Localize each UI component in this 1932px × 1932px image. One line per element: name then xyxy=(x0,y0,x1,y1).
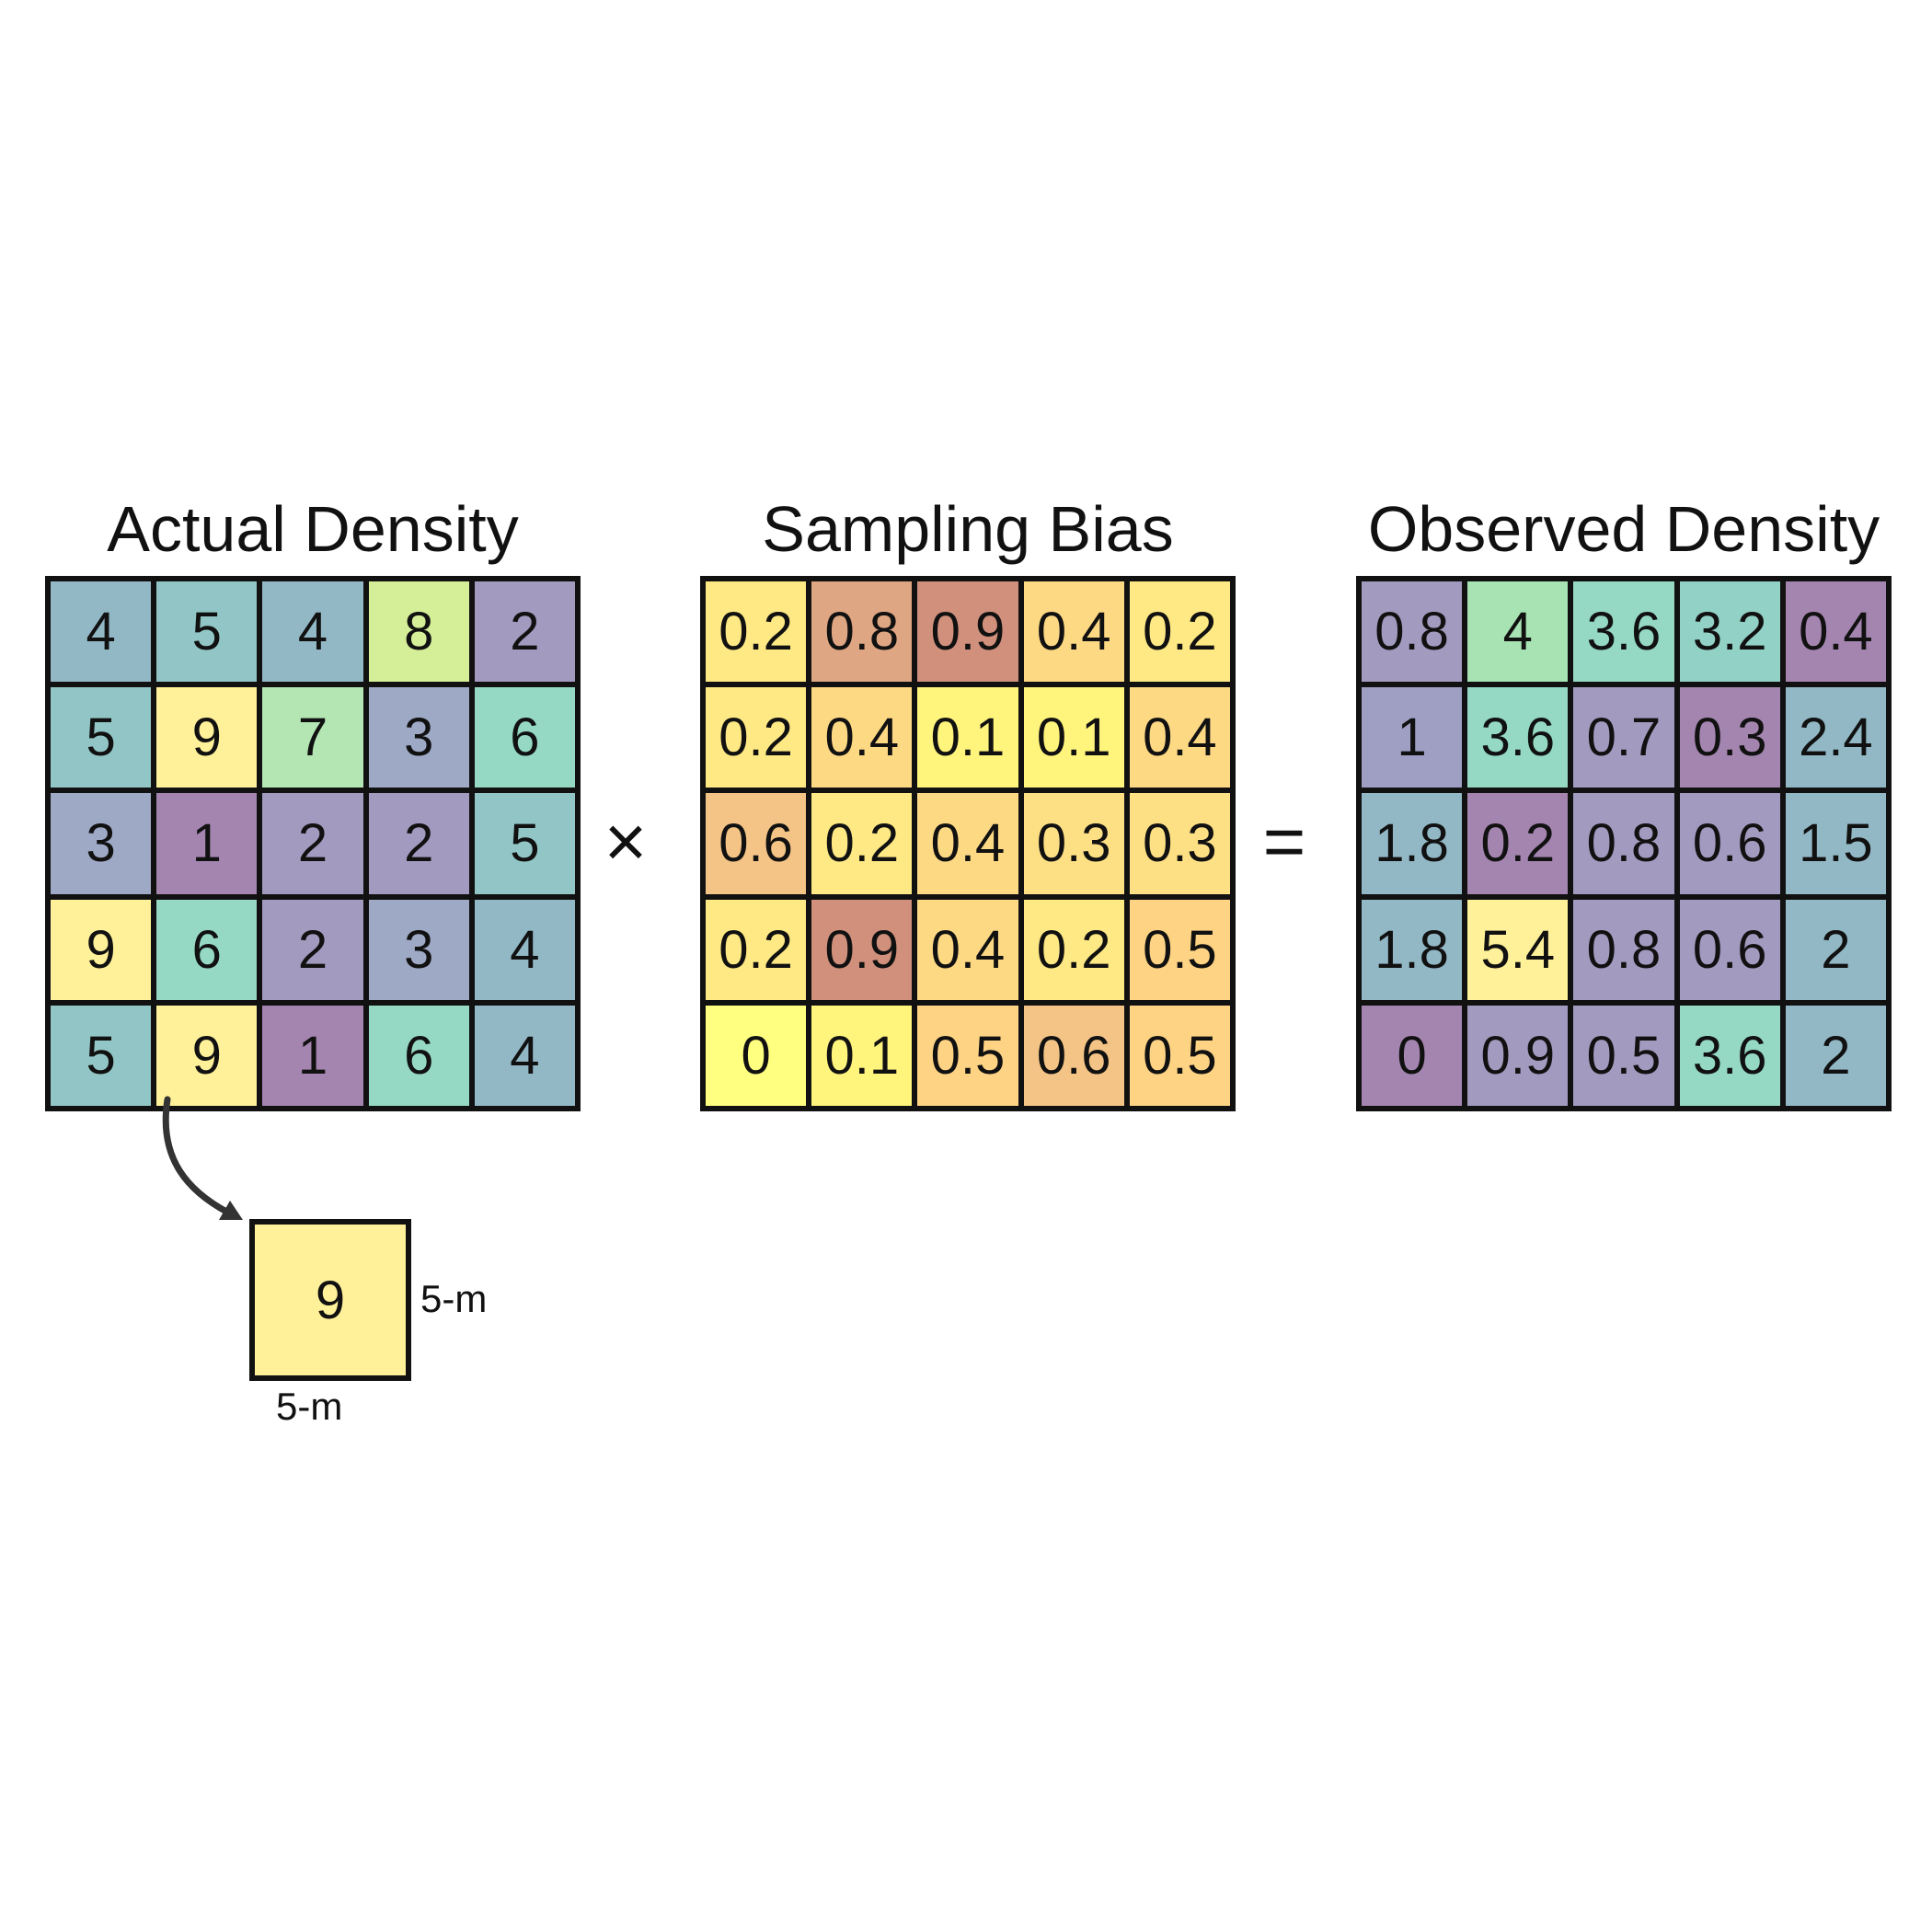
sampling-bias-cell: 0.3 xyxy=(1129,793,1230,894)
actual-density-cell: 9 xyxy=(156,1005,258,1106)
observed-density-cell: 0.5 xyxy=(1573,1005,1674,1106)
observed-density-title: Observed Density xyxy=(1367,493,1880,565)
actual-density-cell: 5 xyxy=(474,793,575,894)
actual-density-cell: 8 xyxy=(368,581,469,683)
observed-density-cell: 1.8 xyxy=(1362,793,1463,894)
sampling-bias-cell: 0.5 xyxy=(917,1005,1018,1106)
observed-density-cell: 4 xyxy=(1467,581,1569,683)
inset-cell: 9 xyxy=(249,1219,411,1381)
sampling-bias-cell: 0.5 xyxy=(1129,1005,1230,1106)
actual-density-cell: 2 xyxy=(262,899,363,1000)
observed-density-cell: 3.6 xyxy=(1573,581,1674,683)
actual-density-cell: 4 xyxy=(474,899,575,1000)
observed-density-cell: 1.5 xyxy=(1785,793,1886,894)
actual-density-cell: 7 xyxy=(262,687,363,788)
sampling-bias-cell: 0.4 xyxy=(811,687,913,788)
sampling-bias-cell: 0.2 xyxy=(706,687,807,788)
actual-density-cell: 5 xyxy=(156,581,258,683)
actual-density-cell: 2 xyxy=(368,793,469,894)
sampling-bias-cell: 0.1 xyxy=(811,1005,913,1106)
observed-density-cell: 3.2 xyxy=(1679,581,1780,683)
observed-density-cell: 1.8 xyxy=(1362,899,1463,1000)
actual-density-cell: 6 xyxy=(474,687,575,788)
observed-density-cell: 0 xyxy=(1362,1005,1463,1106)
actual-density-cell: 9 xyxy=(51,899,152,1000)
sampling-bias-cell: 0 xyxy=(706,1005,807,1106)
observed-density-cell: 0.9 xyxy=(1467,1005,1569,1106)
actual-density-cell: 4 xyxy=(474,1005,575,1106)
actual-density-cell: 4 xyxy=(262,581,363,683)
inset-height-label: 5-m xyxy=(420,1277,488,1320)
sampling-bias-cell: 0.2 xyxy=(811,793,913,894)
observed-density-cell: 0.4 xyxy=(1785,581,1886,683)
sampling-bias-cell: 0.4 xyxy=(917,793,1018,894)
observed-density-cell: 2 xyxy=(1785,1005,1886,1106)
actual-density-cell: 6 xyxy=(156,899,258,1000)
sampling-bias-cell: 0.9 xyxy=(917,581,1018,683)
multiply-operator: × xyxy=(604,800,648,882)
sampling-bias-cell: 0.9 xyxy=(811,899,913,1000)
actual-density-cell: 2 xyxy=(474,581,575,683)
observed-density-cell: 3.6 xyxy=(1467,687,1569,788)
actual-density-cell: 3 xyxy=(368,687,469,788)
sampling-bias-cell: 0.2 xyxy=(1129,581,1230,683)
observed-density-cell: 5.4 xyxy=(1467,899,1569,1000)
actual-density-cell: 6 xyxy=(368,1005,469,1106)
observed-density-cell: 3.6 xyxy=(1679,1005,1780,1106)
actual-density-cell: 5 xyxy=(51,1005,152,1106)
sampling-bias-cell: 0.6 xyxy=(1023,1005,1124,1106)
sampling-bias-cell: 0.2 xyxy=(706,899,807,1000)
actual-density-cell: 1 xyxy=(262,1005,363,1106)
sampling-bias-cell: 0.1 xyxy=(917,687,1018,788)
observed-density-cell: 0.7 xyxy=(1573,687,1674,788)
observed-density-cell: 0.3 xyxy=(1679,687,1780,788)
observed-density-cell: 0.8 xyxy=(1573,899,1674,1000)
actual-density-cell: 3 xyxy=(368,899,469,1000)
actual-density-title: Actual Density xyxy=(107,493,519,565)
observed-density-cell: 0.6 xyxy=(1679,793,1780,894)
observed-density-grid: 0.8 4 3.6 3.2 0.4 1 3.6 0.7 0.3 2.4 1.8 0.2 0.8 0.6 1.… xyxy=(1356,576,1892,1111)
sampling-bias-title: Sampling Bias xyxy=(762,493,1174,565)
observed-density-cell: 1 xyxy=(1362,687,1463,788)
sampling-bias-cell: 0.3 xyxy=(1023,793,1124,894)
sampling-bias-cell: 0.5 xyxy=(1129,899,1230,1000)
equals-operator: = xyxy=(1262,800,1306,882)
observed-density-cell: 0.6 xyxy=(1679,899,1780,1000)
actual-density-cell: 9 xyxy=(156,687,258,788)
observed-density-cell: 0.8 xyxy=(1362,581,1463,683)
actual-density-cell: 5 xyxy=(51,687,152,788)
sampling-bias-cell: 0.1 xyxy=(1023,687,1124,788)
actual-density-cell: 1 xyxy=(156,793,258,894)
observed-density-cell: 2 xyxy=(1785,899,1886,1000)
sampling-bias-cell: 0.8 xyxy=(811,581,913,683)
sampling-bias-cell: 0.2 xyxy=(1023,899,1124,1000)
sampling-bias-cell: 0.4 xyxy=(917,899,1018,1000)
observed-density-cell: 0.2 xyxy=(1467,793,1569,894)
actual-density-cell: 2 xyxy=(262,793,363,894)
sampling-bias-cell: 0.6 xyxy=(706,793,807,894)
actual-density-cell: 4 xyxy=(51,581,152,683)
observed-density-cell: 2.4 xyxy=(1785,687,1886,788)
inset-width-label: 5-m xyxy=(276,1385,343,1428)
sampling-bias-cell: 0.4 xyxy=(1129,687,1230,788)
observed-density-cell: 0.8 xyxy=(1573,793,1674,894)
sampling-bias-cell: 0.2 xyxy=(706,581,807,683)
sampling-bias-grid: 0.2 0.8 0.9 0.4 0.2 0.2 0.4 0.1 0.1 0.4 0.6 0.2 0.4 0… xyxy=(700,576,1236,1111)
sampling-bias-cell: 0.4 xyxy=(1023,581,1124,683)
actual-density-cell: 3 xyxy=(51,793,152,894)
